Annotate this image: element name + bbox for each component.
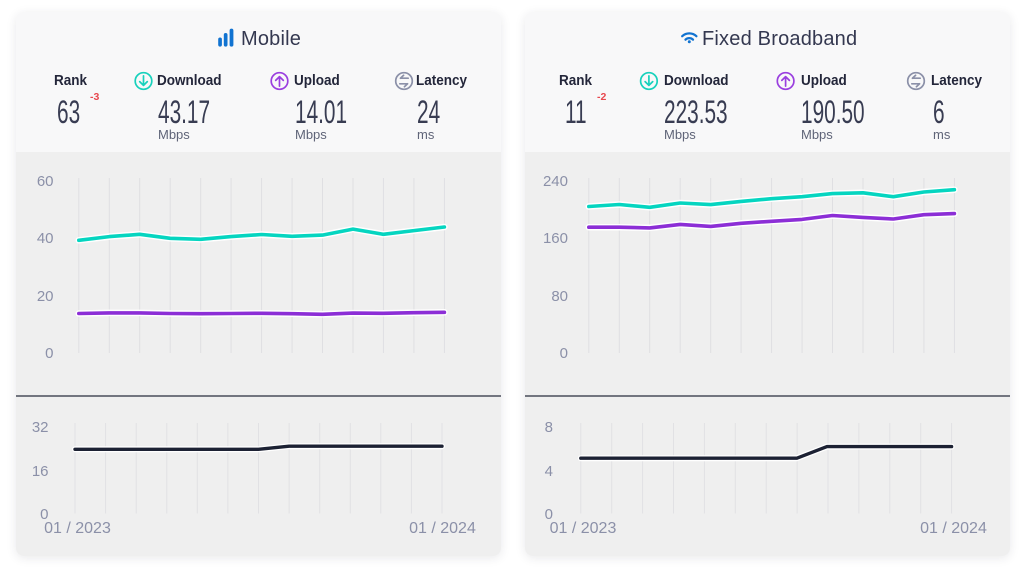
svg-text:01 / 2023: 01 / 2023	[550, 520, 617, 537]
svg-text:01 / 2023: 01 / 2023	[44, 520, 111, 537]
svg-text:80: 80	[551, 288, 568, 305]
svg-text:60: 60	[37, 173, 54, 190]
svg-text:32: 32	[32, 419, 49, 436]
svg-text:16: 16	[32, 463, 49, 480]
svg-text:20: 20	[37, 288, 54, 305]
svg-text:01 / 2024: 01 / 2024	[409, 520, 476, 537]
svg-text:0: 0	[545, 506, 553, 523]
svg-text:8: 8	[545, 419, 553, 436]
svg-text:4: 4	[545, 463, 553, 480]
svg-text:0: 0	[560, 345, 568, 362]
svg-text:01 / 2024: 01 / 2024	[920, 520, 987, 537]
svg-text:160: 160	[543, 230, 568, 247]
svg-text:40: 40	[37, 230, 54, 247]
svg-text:0: 0	[40, 506, 48, 523]
svg-text:0: 0	[45, 345, 53, 362]
svg-text:240: 240	[543, 173, 568, 190]
